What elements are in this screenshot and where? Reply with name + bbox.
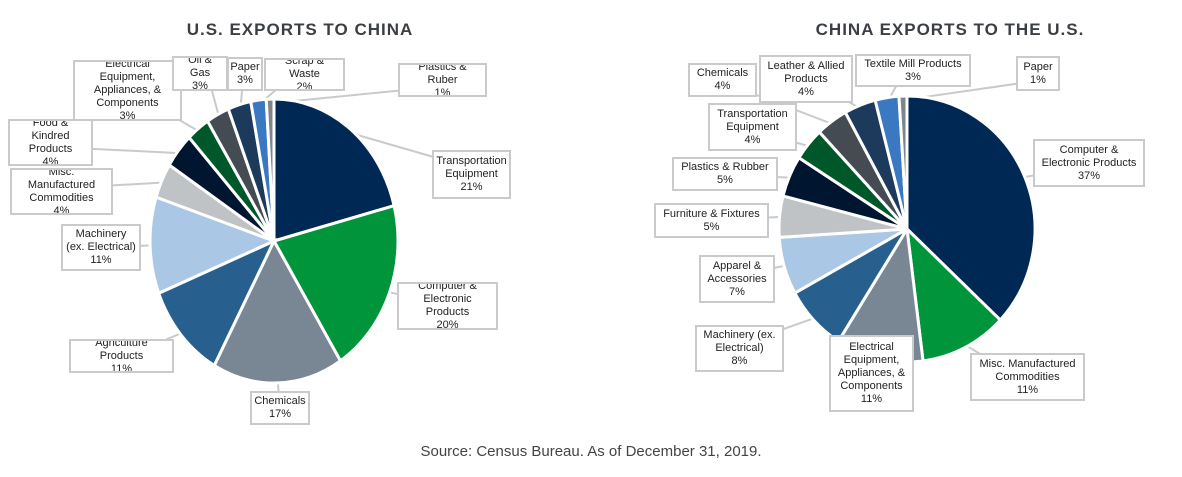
slice-label-value: 4% [714, 80, 731, 92]
slice-label-value: 11% [1016, 383, 1039, 396]
slice-label: Transportation Equipment 21% [432, 150, 511, 199]
slice-label: Plastics & Ruber 1% [398, 63, 487, 97]
pie-slice [905, 94, 1037, 323]
slice-label: Chemicals 4% [688, 63, 757, 97]
slice-label-name: Transportation Equipment [717, 107, 788, 133]
slice-label-name: Transportation Equipment [436, 155, 507, 180]
slice-label: Paper 3% [227, 57, 263, 91]
slice-label: Food & Kindred Products 4% [8, 119, 93, 166]
slice-label-name: Leather & Allied Products [767, 59, 845, 85]
slice-label-value: 8% [731, 355, 748, 367]
slice-label-name: Agriculture Products [95, 339, 148, 362]
slice-label: Scrap & Waste 2% [264, 58, 345, 91]
slice-label: Machinery (ex. Electrical) 11% [61, 224, 141, 271]
pie-slice [271, 203, 400, 364]
slice-label-name: Chemicals [254, 395, 306, 407]
slice-label-name: Chemicals [696, 67, 749, 79]
pie-slice [897, 94, 909, 230]
slice-label: Apparel & Accessories 7% [699, 255, 775, 303]
slice-label: Misc. Manufactured Commodities 4% [10, 168, 113, 215]
slice-label: Plastics & Rubber 5% [672, 157, 778, 191]
slice-label-value: 3% [905, 70, 921, 83]
pie-slice [148, 195, 278, 296]
slice-label: Machinery (ex. Electrical) 8% [695, 325, 784, 372]
pie-slice [156, 237, 278, 368]
slice-label-value: 3% [119, 110, 136, 121]
slice-label-value: 4% [42, 155, 59, 166]
slice-label-value: 37% [1077, 169, 1101, 182]
slice-label-value: 11% [110, 362, 133, 373]
slice-label-value: 1% [434, 86, 451, 97]
slice-label-value: 4% [798, 85, 814, 98]
slice-label-value: 17% [268, 408, 292, 420]
slice-label: Textile Mill Products 3% [855, 54, 971, 87]
slice-label-value: 4% [53, 204, 70, 215]
slice-label-name: Machinery (ex. Electrical) [703, 329, 776, 354]
chart-title-china-exports: CHINA EXPORTS TO THE U.S. [815, 20, 1085, 39]
slice-label-name: Electrical Equipment, Appliances, & Comp… [837, 341, 906, 392]
slice-label-value: 1% [1030, 73, 1046, 86]
slice-label-name: Oil & Gas [188, 56, 212, 79]
slice-label-value: 5% [703, 220, 720, 233]
slice-label-value: 5% [717, 174, 733, 186]
slice-label-name: Misc. Manufactured Commodities [979, 357, 1076, 383]
slice-label-name: Scrap & Waste [284, 58, 325, 80]
slice-label: Computer & Electronic Products 20% [397, 282, 498, 330]
slice-label: Electrical Equipment, Appliances, & Comp… [829, 335, 914, 412]
slice-label-name: Computer & Electronic Products [418, 282, 477, 318]
slice-label: Furniture & Fixtures 5% [654, 203, 769, 238]
slice-label-name: Plastics & Rubber [681, 161, 769, 173]
slice-label: Agriculture Products 11% [69, 339, 174, 373]
chart-title-us-exports: U.S. EXPORTS TO CHINA [186, 20, 414, 39]
slice-label-name: Computer & Electronic Products [1041, 143, 1137, 169]
slice-label-value: 3% [192, 80, 208, 91]
slice-label: Paper 1% [1016, 56, 1060, 91]
slice-label-value: 7% [729, 285, 745, 298]
pie-slice [212, 237, 343, 385]
slice-label-name: Food & Kindred Products [28, 119, 73, 155]
slice-label: Electrical Equipment, Appliances, & Comp… [73, 60, 182, 121]
slice-label-value: 3% [237, 74, 253, 86]
pie-slice [904, 224, 1003, 363]
slice-label-value: 20% [436, 319, 459, 330]
slice-label-value: 11% [860, 393, 883, 405]
slice-label-name: Furniture & Fixtures [663, 207, 760, 220]
slice-label-name: Electrical Equipment, Appliances, & Comp… [93, 60, 162, 109]
pie-slice [272, 97, 396, 244]
slice-label: Computer & Electronic Products 37% [1033, 139, 1145, 187]
slice-label-name: Textile Mill Products [864, 57, 962, 70]
slice-label: Oil & Gas 3% [172, 56, 228, 91]
slice-label-value: 4% [744, 133, 761, 146]
slice-label-name: Paper [1023, 60, 1053, 73]
slice-label-name: Apparel & Accessories [707, 259, 767, 285]
slice-label-value: 11% [90, 254, 112, 266]
slice-label: Transportation Equipment 4% [708, 103, 797, 151]
slice-label-value: 2% [296, 81, 313, 91]
slice-label-name: Plastics & Ruber [418, 63, 467, 86]
slice-label-name: Misc. Manufactured Commodities [27, 168, 96, 204]
slice-label-name: Paper [230, 61, 260, 73]
slice-label-value: 21% [460, 181, 483, 193]
slice-label: Chemicals 17% [250, 391, 310, 425]
slice-label-name: Machinery (ex. Electrical) [66, 228, 136, 253]
source-note: Source: Census Bureau. As of December 31… [420, 443, 762, 460]
pie-slice [264, 97, 276, 242]
slice-label: Misc. Manufactured Commodities 11% [970, 353, 1085, 401]
slice-label: Leather & Allied Products 4% [759, 55, 853, 103]
